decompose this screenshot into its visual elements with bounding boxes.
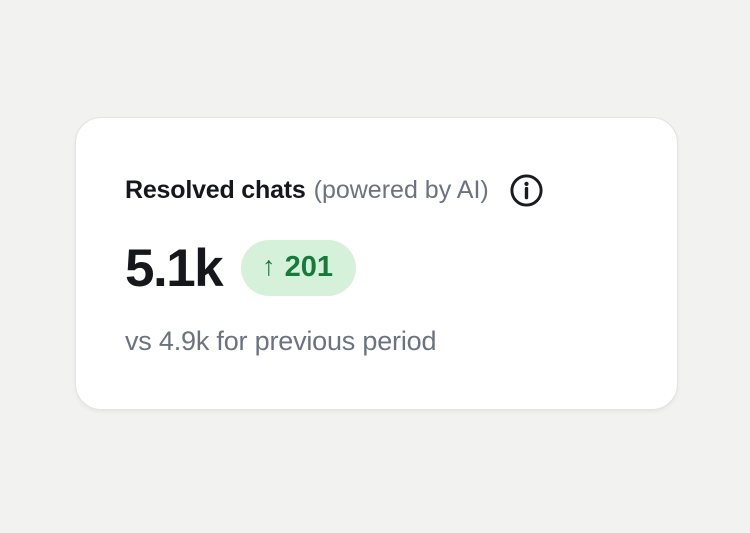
trend-up-arrow-icon: ↑ [262, 251, 276, 281]
card-title: Resolved chats [125, 175, 306, 204]
trend-delta: 201 [284, 251, 334, 283]
resolved-chats-metric-card: Resolved chats (powered by AI) 5.1k ↑ 20… [75, 117, 678, 410]
card-title-suffix: (powered by AI) [313, 175, 489, 204]
comparison-text: vs 4.9k for previous period [125, 326, 437, 356]
trend-badge: ↑ 201 [241, 240, 357, 296]
metric-row: 5.1k ↑ 201 [125, 240, 629, 296]
metric-value: 5.1k [125, 238, 224, 298]
card-header: Resolved chats (powered by AI) [125, 172, 629, 208]
info-icon[interactable] [509, 173, 544, 208]
